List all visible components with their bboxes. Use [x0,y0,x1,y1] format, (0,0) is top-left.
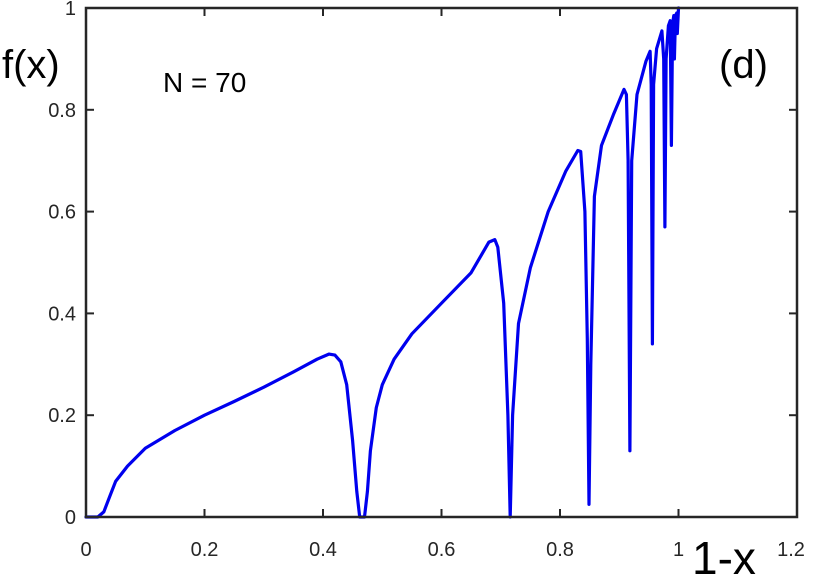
x-tick-label: 0 [80,539,91,561]
series-line [84,6,681,519]
plot-frame [84,6,799,519]
y-tick-label: 0 [65,507,76,529]
x-tick-label: 0.2 [191,539,219,561]
y-tick-label: 0.6 [48,202,76,224]
y-tick-label: 1 [65,0,76,20]
x-tick-label: 1 [673,539,684,561]
n-annotation: N = 70 [163,67,246,98]
y-axis-label: f(x) [2,43,60,87]
x-tick-label: 0.4 [309,539,337,561]
x-tick-label: 0.6 [428,539,456,561]
x-tick-label: 1.2 [777,539,805,561]
y-tick-label: 0.8 [48,100,76,122]
axis-tick-labels: 0 0.2 0.4 0.6 0.8 1 1.2 0 0.2 0.4 0.6 0.8 1 [48,0,805,561]
y-tick-label: 0.4 [48,303,76,325]
x-tick-label: 0.8 [546,539,574,561]
y-tick-label: 0.2 [48,405,76,427]
x-axis-label: 1-x [692,532,756,575]
plot-background [86,8,797,517]
panel-label: (d) [719,43,768,87]
